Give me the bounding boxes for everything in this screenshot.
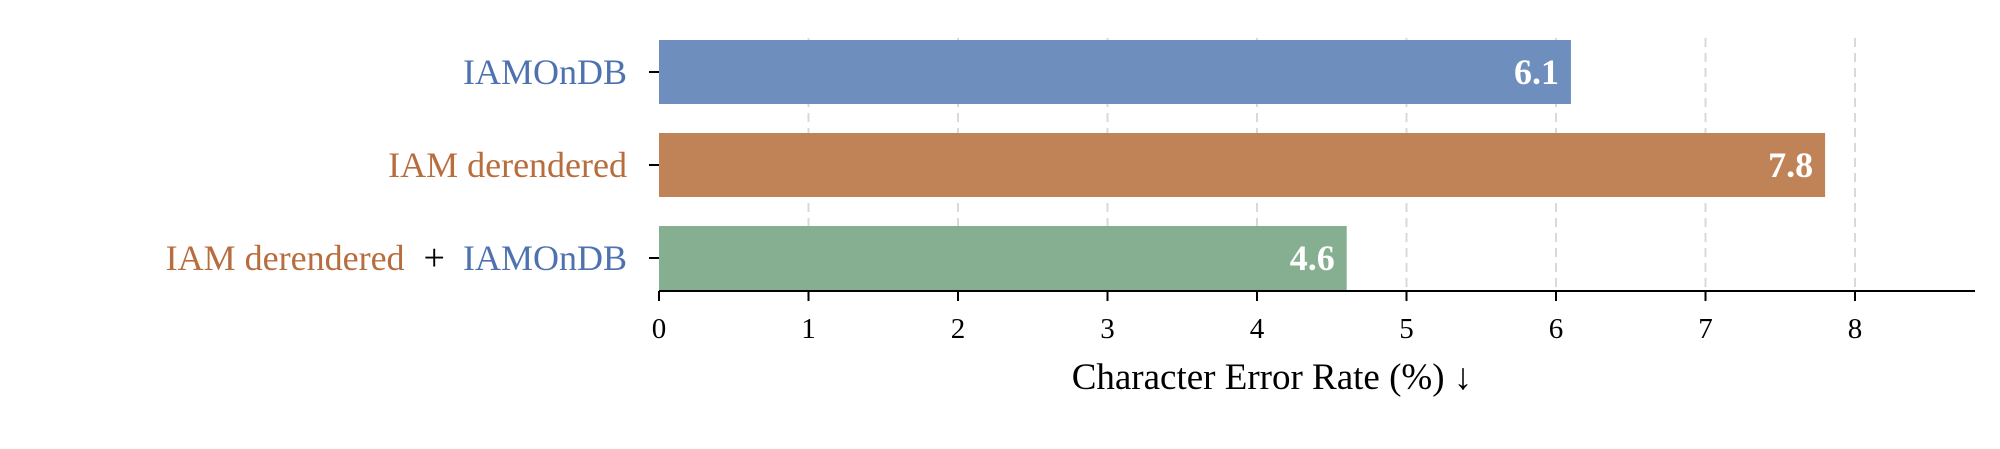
- bars: 4.6 7.8 6.1: [659, 40, 1826, 290]
- category-label-part: IAMOnDB: [463, 52, 627, 92]
- x-tick-label: 4: [1250, 313, 1265, 345]
- x-tick-label: 8: [1848, 313, 1863, 345]
- bar-value-label: 7.8: [1768, 145, 1813, 185]
- category-label-part: IAMOnDB: [445, 238, 627, 278]
- x-axis: 0 1 2 3 4 5 6 7 8: [652, 290, 1975, 345]
- category-label: IAMOnDB: [463, 52, 627, 92]
- category-label: IAM derendered + IAMOnDB: [166, 237, 627, 279]
- x-tick-label: 7: [1698, 313, 1713, 345]
- bar: [659, 133, 1826, 197]
- bar: [659, 226, 1347, 290]
- bar-value-label: 4.6: [1290, 238, 1335, 278]
- category-label-part: +: [405, 237, 445, 279]
- x-axis-label: Character Error Rate (%) ↓: [1072, 357, 1473, 398]
- category-label-part: IAM derendered: [166, 238, 405, 278]
- x-tick-label: 1: [801, 313, 816, 345]
- x-tick-label: 3: [1100, 313, 1115, 345]
- category-label: IAM derendered: [388, 145, 627, 185]
- x-tick-label: 5: [1399, 313, 1414, 345]
- bar: [659, 40, 1571, 104]
- bar-value-label: 6.1: [1514, 52, 1559, 92]
- category-label-part: IAM derendered: [388, 145, 627, 185]
- x-tick-label: 0: [652, 313, 667, 345]
- x-tick-label: 2: [951, 313, 966, 345]
- x-tick-label: 6: [1549, 313, 1564, 345]
